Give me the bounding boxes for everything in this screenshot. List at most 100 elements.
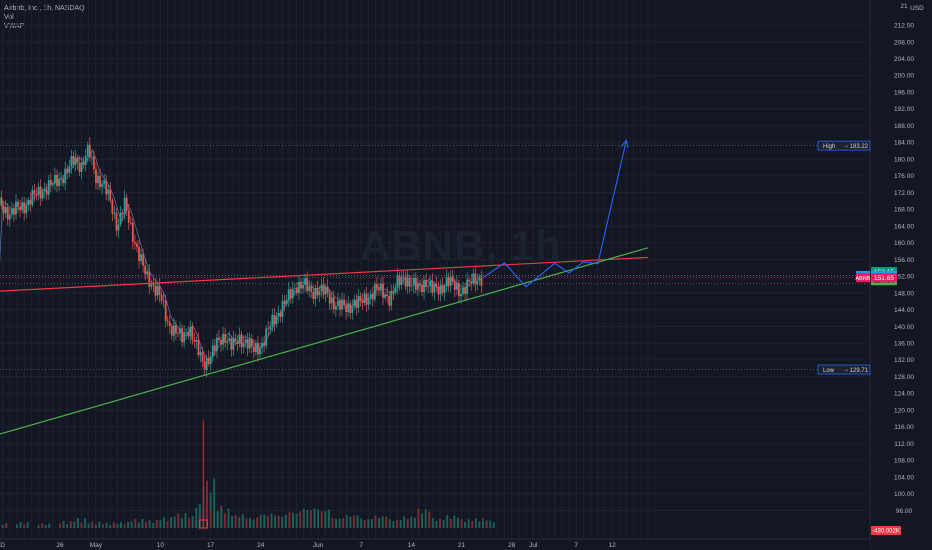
volume-bar bbox=[66, 523, 69, 528]
candle-body bbox=[123, 197, 126, 215]
symbol-watermark-subtitle: Airbnb, Inc. bbox=[390, 284, 451, 298]
volume-bar bbox=[80, 522, 83, 528]
candle-body bbox=[242, 342, 245, 348]
volume-bar bbox=[335, 518, 338, 528]
candle-body bbox=[365, 293, 368, 305]
currency-label: USD bbox=[910, 5, 924, 12]
candle-body bbox=[281, 301, 284, 318]
candle-body bbox=[27, 200, 30, 206]
candle-body bbox=[316, 288, 319, 296]
price-tick-label: 132.00 bbox=[894, 357, 914, 364]
candle-body bbox=[95, 169, 97, 184]
volume-bar bbox=[26, 522, 29, 528]
volume-bar bbox=[388, 519, 391, 528]
volume-bar bbox=[309, 510, 312, 528]
candle-body bbox=[179, 328, 181, 334]
volume-bar bbox=[277, 515, 280, 528]
price-tick-label: 164.00 bbox=[894, 223, 914, 230]
volume-bar bbox=[102, 524, 105, 528]
volume-bar bbox=[406, 519, 409, 528]
candle-body bbox=[386, 294, 389, 297]
candle-body bbox=[416, 283, 419, 290]
resistance-trendline bbox=[0, 256, 648, 292]
candle-body bbox=[343, 299, 345, 306]
projection-path bbox=[482, 140, 627, 288]
candle-body bbox=[8, 214, 11, 220]
candle-body bbox=[222, 333, 224, 345]
candle-body bbox=[62, 178, 65, 184]
legend-vwap-indicator[interactable]: VWAP bbox=[4, 23, 25, 30]
candle-body bbox=[296, 287, 298, 294]
candle-body bbox=[31, 190, 34, 205]
volume-bar bbox=[424, 509, 427, 528]
price-tick-label: 156.00 bbox=[894, 257, 914, 264]
volume-bar bbox=[137, 522, 140, 528]
volume-bar bbox=[91, 521, 94, 528]
volume-bar bbox=[15, 524, 18, 528]
candle-body bbox=[382, 283, 384, 298]
volume-bar bbox=[19, 522, 22, 528]
candle-body bbox=[64, 168, 67, 184]
candle-body bbox=[275, 315, 278, 325]
volume-bar bbox=[259, 514, 262, 528]
volume-bar bbox=[44, 525, 47, 528]
volume-bar bbox=[482, 520, 485, 528]
candle-body bbox=[259, 347, 261, 355]
volume-bar bbox=[338, 518, 341, 528]
volume-bar bbox=[417, 508, 420, 528]
candle-body bbox=[162, 300, 165, 302]
candle-body bbox=[148, 271, 151, 287]
volume-bar bbox=[381, 516, 384, 528]
candle-body bbox=[291, 288, 294, 299]
volume-bar bbox=[145, 522, 148, 528]
candle-body bbox=[150, 283, 153, 287]
volume-bar bbox=[442, 519, 445, 528]
candle-body bbox=[232, 338, 235, 350]
candle-body bbox=[248, 338, 251, 349]
volume-bar bbox=[73, 521, 76, 528]
candle-body bbox=[445, 277, 448, 287]
candle-body bbox=[234, 338, 237, 341]
volume-bar bbox=[195, 508, 198, 528]
candle-body bbox=[21, 202, 24, 211]
volume-bar bbox=[148, 520, 151, 528]
time-tick-label: 24 bbox=[257, 542, 265, 549]
candle-body bbox=[115, 212, 118, 231]
candle-body bbox=[6, 207, 9, 220]
candle-body bbox=[334, 306, 337, 310]
volume-bar bbox=[399, 520, 402, 528]
candle-body bbox=[197, 339, 200, 356]
candle-body bbox=[289, 289, 292, 299]
candle-body bbox=[10, 208, 13, 215]
volume-bar bbox=[170, 517, 173, 528]
candle-body bbox=[119, 212, 122, 225]
candle-body bbox=[421, 285, 423, 293]
volume-bar bbox=[460, 519, 463, 528]
candle-body bbox=[19, 207, 21, 211]
candle-body bbox=[138, 247, 140, 262]
legend-volume-indicator[interactable]: Vol bbox=[4, 14, 14, 21]
candle-body bbox=[230, 338, 233, 350]
candle-body bbox=[458, 283, 460, 297]
candle-body bbox=[283, 301, 286, 305]
candle-body bbox=[136, 243, 138, 248]
volume-bar bbox=[152, 523, 155, 528]
candle-body bbox=[423, 279, 425, 293]
volume-bar bbox=[331, 517, 334, 528]
legend-title: Airbnb, Inc., 1h, NASDAQ bbox=[4, 5, 85, 12]
candle-body bbox=[175, 325, 177, 334]
candle-body bbox=[134, 242, 136, 244]
candle-body bbox=[35, 194, 38, 196]
volume-bar bbox=[378, 517, 381, 528]
high-label-value: − 183.22 bbox=[844, 144, 868, 150]
candle-body bbox=[279, 312, 282, 318]
volume-bar bbox=[184, 513, 187, 528]
price-tick-label: 168.00 bbox=[894, 207, 914, 214]
candle-body bbox=[84, 156, 87, 165]
candle-body bbox=[142, 254, 145, 266]
time-tick-label: 10 bbox=[157, 542, 165, 549]
volume-bar bbox=[191, 515, 194, 528]
volume-bar bbox=[188, 518, 191, 528]
candle-body bbox=[82, 162, 85, 165]
